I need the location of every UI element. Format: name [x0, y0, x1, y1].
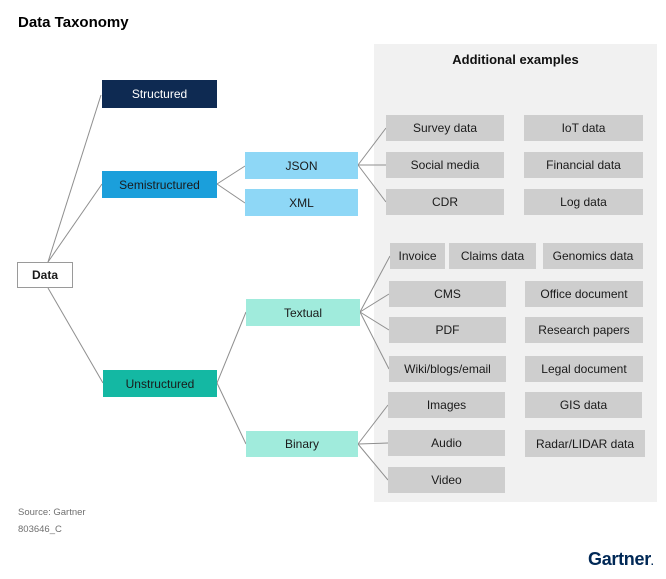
- example-social-media: Social media: [386, 152, 504, 178]
- page-title: Data Taxonomy: [18, 14, 129, 31]
- example-gis-data: GIS data: [525, 392, 642, 418]
- registered-mark-icon: .: [650, 557, 654, 568]
- node-binary: Binary: [246, 431, 358, 457]
- example-office-document: Office document: [525, 281, 643, 307]
- node-unstructured: Unstructured: [103, 370, 217, 397]
- connector-unstructured-textual: [216, 311, 247, 384]
- example-genomics-data: Genomics data: [543, 243, 643, 269]
- panel-title: Additional examples: [452, 52, 579, 67]
- connector-data-semistructured: [47, 183, 103, 263]
- example-log-data: Log data: [524, 189, 643, 215]
- example-audio: Audio: [388, 430, 505, 456]
- node-data: Data: [17, 262, 73, 288]
- connector-unstructured-binary: [216, 382, 247, 445]
- node-json: JSON: [245, 152, 358, 179]
- node-semistructured: Semistructured: [102, 171, 217, 198]
- gartner-logo-text: Gartner: [588, 549, 651, 569]
- example-cdr: CDR: [386, 189, 504, 215]
- example-iot-data: IoT data: [524, 115, 643, 141]
- document-id: 803646_C: [18, 524, 62, 535]
- node-structured: Structured: [102, 80, 217, 108]
- node-xml: XML: [245, 189, 358, 216]
- connector-semistructured-xml: [216, 183, 246, 204]
- example-images: Images: [388, 392, 505, 418]
- connector-semistructured-json: [216, 165, 246, 185]
- example-invoice: Invoice: [390, 243, 445, 269]
- example-financial-data: Financial data: [524, 152, 643, 178]
- source-note: Source: Gartner: [18, 507, 86, 518]
- example-research-papers: Research papers: [525, 317, 643, 343]
- example-video: Video: [388, 467, 505, 493]
- node-textual: Textual: [246, 299, 360, 326]
- example-claims-data: Claims data: [449, 243, 536, 269]
- example-radar-lidar-data: Radar/LIDAR data: [525, 430, 645, 457]
- connector-data-unstructured: [47, 287, 104, 384]
- gartner-logo: Gartner.: [588, 549, 654, 570]
- example-pdf: PDF: [389, 317, 506, 343]
- example-cms: CMS: [389, 281, 506, 307]
- example-survey-data: Survey data: [386, 115, 504, 141]
- example-legal-document: Legal document: [525, 356, 643, 382]
- example-wiki-blogs-email: Wiki/blogs/email: [389, 356, 506, 382]
- connector-data-structured: [47, 94, 102, 263]
